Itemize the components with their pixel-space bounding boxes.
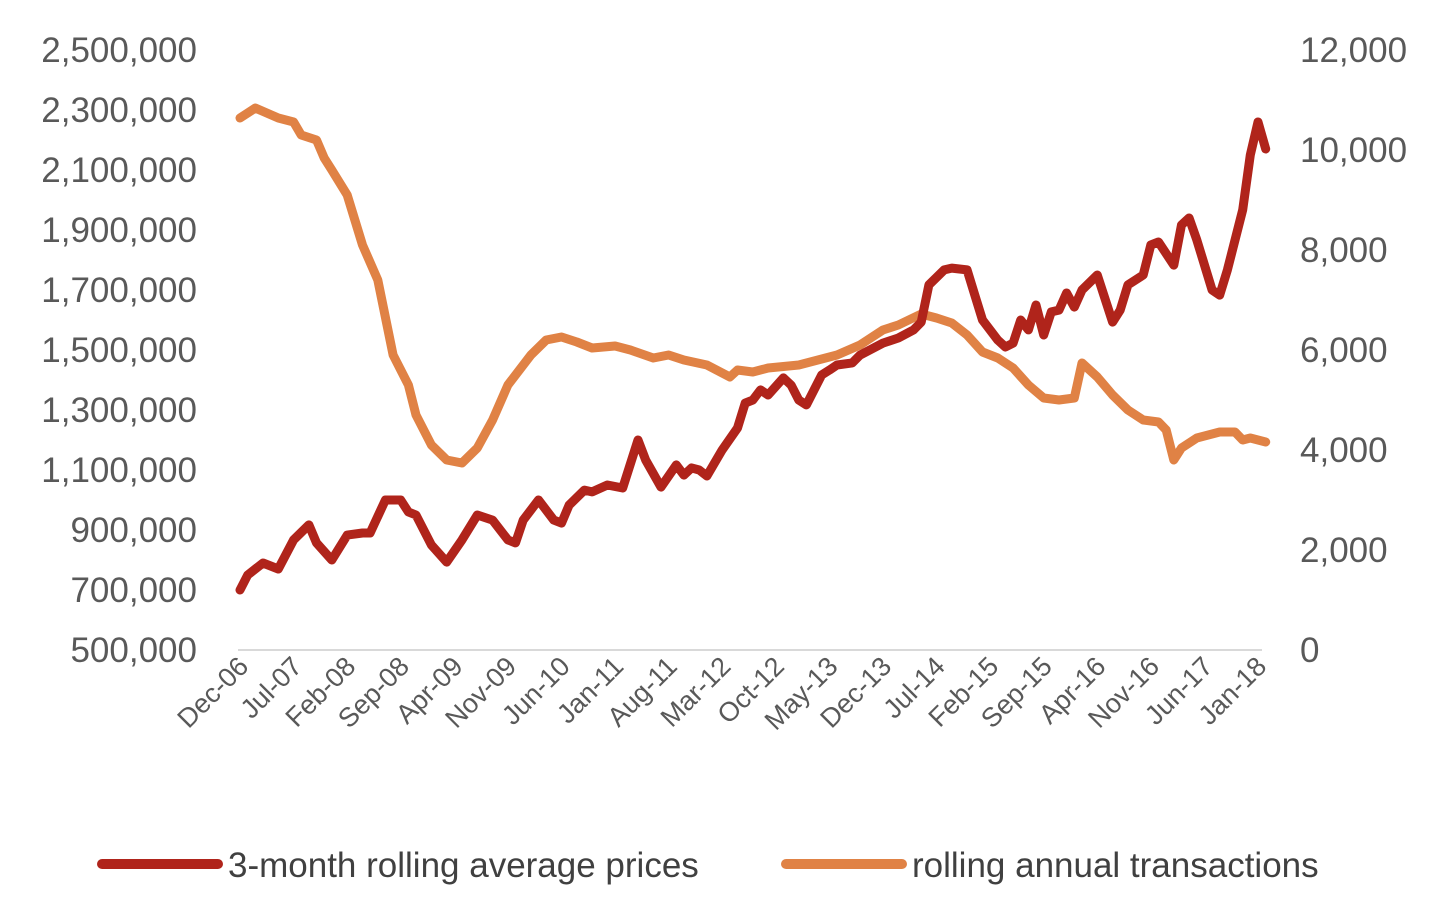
left-y-tick-label: 1,900,000	[41, 211, 197, 250]
left-y-tick-label: 1,300,000	[41, 391, 197, 430]
x-axis-labels: Dec-06Jul-07Feb-08Sep-08Apr-09Nov-09Jun-…	[171, 651, 1272, 736]
series-line-0	[235, 117, 1271, 595]
right-y-tick-label: 2,000	[1300, 531, 1388, 570]
series-lines	[235, 103, 1271, 595]
right-y-tick-label: 10,000	[1300, 131, 1407, 170]
left-y-axis-labels: 500,000 700,000 900,000 1,100,000 1,300,000 1…	[41, 31, 197, 670]
right-y-tick-label: 0	[1300, 631, 1319, 670]
left-y-tick-label: 900,000	[70, 511, 197, 550]
left-y-tick-label: 2,100,000	[41, 151, 197, 190]
right-y-tick-label: 6,000	[1300, 331, 1388, 370]
right-y-tick-label: 12,000	[1300, 31, 1407, 70]
right-y-tick-label: 4,000	[1300, 431, 1388, 470]
left-y-tick-label: 1,100,000	[41, 451, 197, 490]
right-y-axis-labels: 0 2,000 4,000 6,000 8,000 10,000 12,000	[1300, 31, 1407, 670]
right-y-tick-label: 8,000	[1300, 231, 1388, 270]
left-y-tick-label: 500,000	[70, 631, 197, 670]
legend: 3-month rolling average prices rolling a…	[97, 846, 1319, 885]
legend-label-prices: 3-month rolling average prices	[228, 846, 699, 885]
legend-label-transactions: rolling annual transactions	[912, 846, 1319, 885]
legend-item-prices[interactable]: 3-month rolling average prices	[97, 846, 699, 885]
left-y-tick-label: 700,000	[70, 571, 197, 610]
left-y-tick-label: 1,700,000	[41, 271, 197, 310]
series-line-1	[235, 103, 1271, 468]
left-y-tick-label: 1,500,000	[41, 331, 197, 370]
legend-item-transactions[interactable]: rolling annual transactions	[781, 846, 1319, 885]
left-y-tick-label: 2,300,000	[41, 91, 197, 130]
left-y-tick-label: 2,500,000	[41, 31, 197, 70]
